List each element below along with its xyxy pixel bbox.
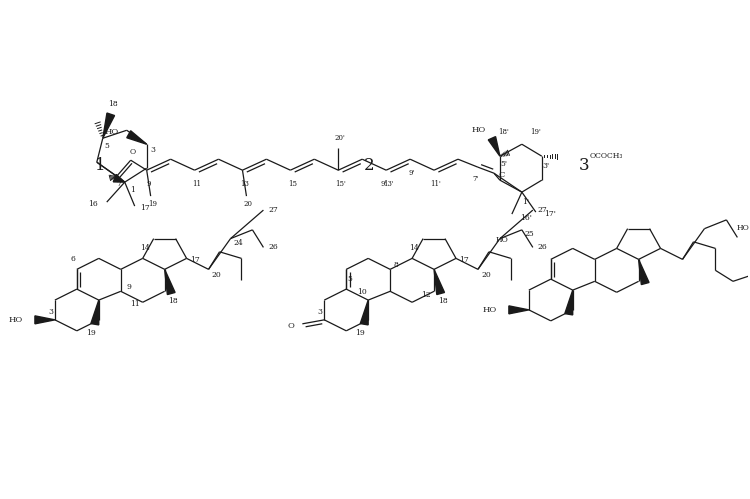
Text: OCOCH₃: OCOCH₃ [590, 152, 623, 160]
Text: 15: 15 [288, 180, 297, 188]
Text: HO: HO [472, 126, 486, 134]
Text: 9: 9 [126, 283, 131, 291]
Text: 19': 19' [530, 128, 542, 136]
Text: 15': 15' [334, 180, 346, 188]
Text: 17: 17 [140, 204, 149, 212]
Polygon shape [35, 316, 55, 324]
Text: HO: HO [104, 128, 118, 136]
Text: 26: 26 [268, 244, 278, 251]
Text: 18: 18 [168, 297, 178, 305]
Text: O: O [287, 322, 294, 330]
Text: 14: 14 [140, 245, 149, 252]
Text: 17: 17 [190, 256, 200, 264]
Text: O: O [130, 148, 136, 156]
Text: 24: 24 [233, 239, 243, 247]
Text: 3: 3 [578, 157, 589, 174]
Text: 19: 19 [86, 329, 96, 337]
Polygon shape [434, 269, 445, 294]
Text: 13: 13 [240, 180, 249, 188]
Text: 18': 18' [499, 128, 509, 136]
Text: 2: 2 [364, 157, 374, 174]
Text: 13': 13' [382, 180, 394, 188]
Polygon shape [509, 306, 529, 314]
Polygon shape [488, 137, 500, 156]
Polygon shape [165, 269, 175, 294]
Text: 25: 25 [525, 230, 535, 238]
Text: 1: 1 [94, 157, 105, 174]
Text: 3: 3 [150, 146, 155, 154]
Text: 19: 19 [356, 329, 365, 337]
Text: 18: 18 [438, 297, 448, 305]
Text: 27: 27 [538, 206, 548, 214]
Text: 1': 1' [522, 198, 530, 206]
Text: 20: 20 [211, 271, 221, 279]
Text: 9: 9 [146, 180, 151, 188]
Polygon shape [565, 290, 573, 315]
Text: 20: 20 [481, 271, 490, 279]
Text: 3: 3 [49, 308, 53, 316]
Text: 27: 27 [268, 206, 278, 214]
Text: 8: 8 [394, 261, 398, 269]
Text: 1: 1 [130, 186, 135, 194]
Text: HO: HO [483, 306, 497, 314]
Text: 10: 10 [357, 288, 367, 296]
Text: 26: 26 [538, 244, 548, 251]
Text: 5': 5' [500, 160, 508, 168]
Polygon shape [103, 113, 115, 138]
Text: 11': 11' [430, 180, 442, 188]
Text: 3': 3' [542, 162, 549, 170]
Polygon shape [113, 175, 125, 182]
Text: 17': 17' [544, 210, 556, 218]
Polygon shape [127, 131, 147, 144]
Text: HO: HO [736, 224, 749, 232]
Text: 14: 14 [410, 245, 419, 252]
Text: 16: 16 [88, 200, 98, 208]
Text: 9': 9' [381, 180, 387, 188]
Text: 7: 7 [116, 180, 122, 188]
Text: 18: 18 [108, 100, 118, 108]
Text: 12: 12 [422, 291, 431, 299]
Text: 11: 11 [130, 300, 140, 308]
Text: 11: 11 [192, 180, 201, 188]
Text: 17: 17 [459, 256, 469, 264]
Text: HO: HO [9, 316, 23, 324]
Text: HO: HO [495, 236, 508, 244]
Polygon shape [91, 300, 99, 325]
Polygon shape [638, 259, 649, 284]
Text: 19: 19 [148, 200, 158, 208]
Text: 7': 7' [472, 175, 479, 183]
Text: C: C [499, 171, 505, 179]
Text: 20': 20' [334, 134, 346, 142]
Text: 5: 5 [348, 275, 352, 283]
Text: 3: 3 [318, 308, 322, 316]
Text: 5: 5 [104, 142, 110, 150]
Text: 9': 9' [409, 169, 416, 177]
Text: 20: 20 [244, 200, 253, 208]
Text: 16': 16' [520, 214, 532, 222]
Polygon shape [360, 300, 368, 325]
Text: 6: 6 [70, 255, 75, 263]
